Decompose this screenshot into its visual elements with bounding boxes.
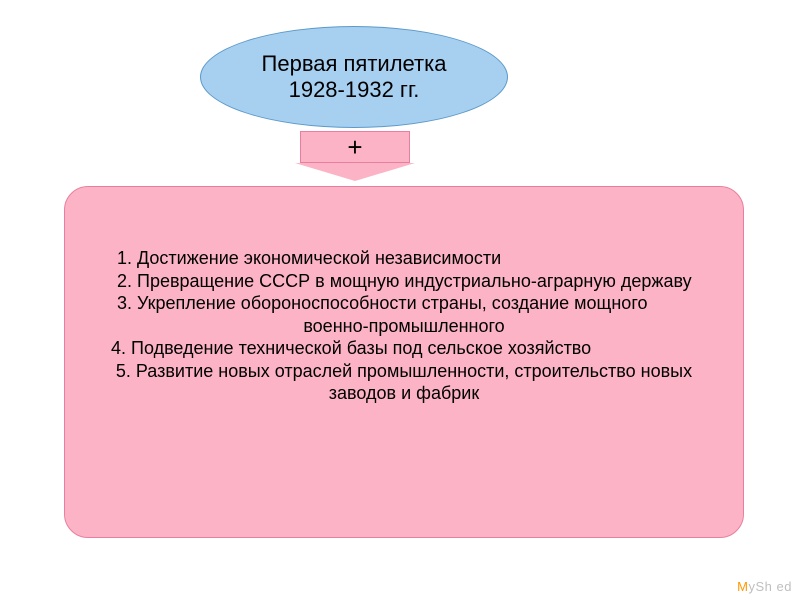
title-ellipse: Первая пятилетка 1928-1932 гг.	[200, 26, 508, 128]
watermark: MySh ed	[737, 579, 792, 594]
title-text: Первая пятилетка 1928-1932 гг.	[262, 51, 447, 104]
list-item: 1. Достижение экономической независимост…	[85, 247, 723, 270]
list-item: 3. Укрепление обороноспособности страны,…	[85, 292, 723, 315]
list-item: 4. Подведение технической базы под сельс…	[85, 337, 723, 360]
title-line2: 1928-1932 гг.	[289, 77, 420, 102]
list-item-cont: военно-промышленного	[85, 315, 723, 338]
list-item: 5. Развитие новых отраслей промышленност…	[85, 360, 723, 383]
plus-callout: +	[300, 131, 410, 163]
list-item: 2. Превращение СССР в мощную индустриаль…	[85, 270, 723, 293]
list-item-cont: заводов и фабрик	[85, 382, 723, 405]
title-line1: Первая пятилетка	[262, 51, 447, 76]
plus-label: +	[347, 132, 362, 163]
item-list: 1. Достижение экономической независимост…	[85, 247, 723, 405]
arrow-down-icon	[295, 163, 415, 181]
content-box: 1. Достижение экономической независимост…	[64, 186, 744, 538]
